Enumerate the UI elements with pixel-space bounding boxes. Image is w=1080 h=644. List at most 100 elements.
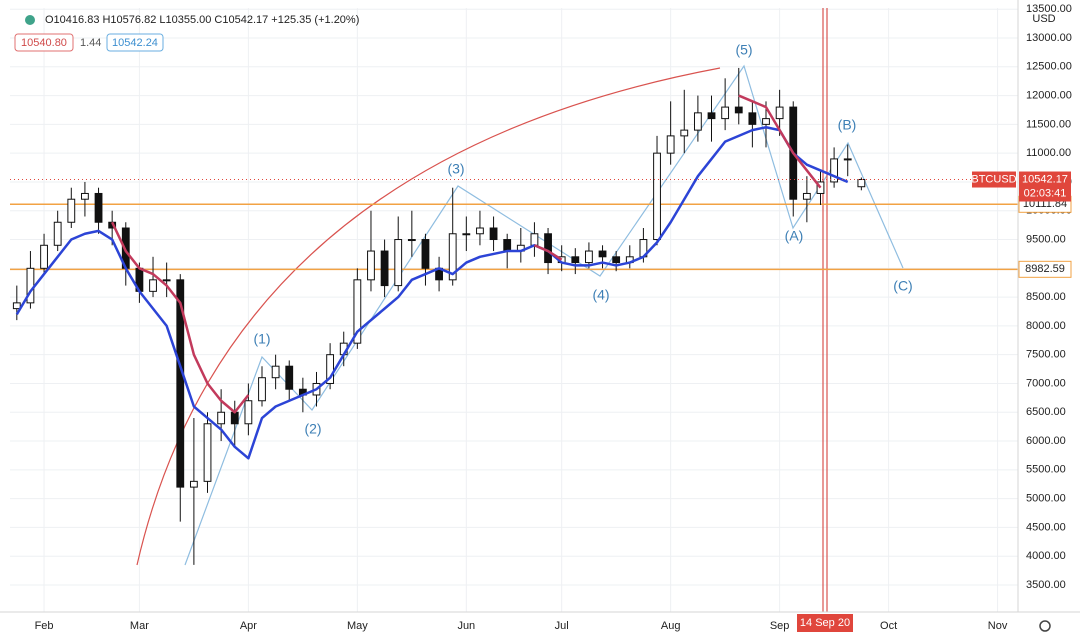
candle-body (421, 239, 430, 269)
candle-body (707, 112, 716, 120)
candle-body (40, 244, 48, 269)
indicator-box (14, 33, 74, 52)
y-tick-label: 13500.00 (1026, 3, 1072, 15)
candle-body (176, 279, 185, 488)
y-tick-label: 7000.00 (1026, 377, 1066, 389)
candle-body (612, 256, 621, 264)
y-tick-label: 7500.00 (1026, 349, 1066, 361)
candle-body (189, 480, 198, 488)
candle-body (448, 233, 457, 281)
y-tick-label: 4000.00 (1026, 550, 1066, 562)
candle-body (230, 411, 239, 425)
settings-icon[interactable] (1039, 620, 1051, 632)
candle-body (544, 233, 552, 264)
candle-body (680, 129, 689, 137)
level-tag-label: 8982.59 (1025, 263, 1065, 275)
candle-body (857, 179, 866, 188)
y-tick-label: 5000.00 (1026, 493, 1066, 505)
candle-body (271, 365, 280, 379)
wave-label: (1) (253, 331, 270, 347)
wave-label: (3) (447, 161, 464, 177)
x-axis: Feb Mar Apr May Jun Jul Aug Sep Oct Nov (35, 620, 1008, 632)
wave-label: (C) (893, 278, 912, 294)
wave-label: (5) (735, 42, 752, 58)
wave-label: (2) (304, 421, 321, 437)
y-tick-label: 6500.00 (1026, 406, 1066, 418)
y-tick-label: 12500.00 (1026, 61, 1072, 73)
candle-body (326, 354, 335, 384)
candle-body (94, 192, 103, 223)
x-tick-label: Jun (457, 620, 475, 632)
candle-body (653, 152, 661, 241)
candle-body (162, 279, 171, 282)
wave-label: (B) (838, 117, 857, 133)
y-tick-label: 6000.00 (1026, 435, 1066, 447)
symbol-tag-label: BTCUSD (971, 173, 1016, 185)
countdown-label: 02:03:41 (1024, 187, 1067, 199)
candle-body (203, 423, 212, 482)
indicator-value: 10542.24 (112, 37, 158, 49)
candle-body (762, 118, 770, 125)
symbol-tag (972, 171, 1016, 188)
x-tick-label: May (347, 620, 368, 632)
candle-body (666, 135, 675, 154)
x-tick-label: Feb (35, 620, 54, 632)
candle-body (81, 192, 89, 200)
candle-body (462, 233, 471, 236)
ohlc-header: O10416.83 H10576.82 L10355.00 C10542.17 … (45, 14, 359, 26)
plot (10, 67, 1018, 565)
candle-body (721, 106, 730, 120)
indicator-value: 10540.80 (21, 37, 67, 49)
currency-label: USD (1032, 13, 1055, 25)
candle-body (367, 250, 375, 281)
indicator-value: 1.44 (80, 37, 101, 49)
candle-body (530, 233, 539, 246)
candle-body (53, 221, 62, 246)
x-tick-label: Oct (880, 620, 897, 632)
candle-body (476, 227, 484, 235)
y-tick-label: 12000.00 (1026, 89, 1072, 101)
candle-body (285, 365, 294, 390)
candle-body (802, 192, 811, 200)
candle-body (775, 106, 784, 120)
candle-body (12, 302, 21, 310)
candle-body (394, 239, 403, 287)
date-tag-label: 14 Sep 20 (800, 617, 850, 629)
candle-body (407, 239, 416, 242)
candle-body (353, 279, 362, 344)
wave-label: (4) (592, 287, 609, 303)
candle-body (585, 250, 593, 264)
x-tick-label: Nov (988, 620, 1008, 632)
y-tick-label: 3500.00 (1026, 579, 1066, 591)
candle-body (380, 250, 389, 287)
indicator-line (15, 125, 849, 460)
y-tick-label: 11000.00 (1026, 147, 1071, 159)
x-tick-label: Mar (130, 620, 149, 632)
candle-body (598, 250, 607, 258)
arc-drawing (136, 67, 721, 566)
y-tick-label: 8500.00 (1026, 291, 1066, 303)
y-tick-label: 8000.00 (1026, 320, 1066, 332)
indicator-box (106, 33, 164, 52)
x-tick-label: Aug (661, 620, 681, 632)
y-axis: 3500.00 4000.00 4500.00 5000.00 5500.00 6000.… (971, 3, 1072, 591)
indicator-line (111, 94, 822, 414)
y-tick-label: 13000.00 (1026, 32, 1072, 44)
y-tick-label: 11500.00 (1026, 118, 1071, 130)
x-tick-label: Apr (240, 620, 257, 632)
candle-body (258, 377, 266, 402)
price-tag (1019, 171, 1071, 202)
candle-body (748, 112, 757, 125)
wave-label: (A) (785, 228, 804, 244)
y-tick-label: 4500.00 (1026, 521, 1066, 533)
candle-body (571, 256, 580, 264)
x-tick-label: Jul (555, 620, 569, 632)
y-tick-label: 5500.00 (1026, 464, 1066, 476)
candle-body (67, 198, 76, 223)
candle-body (244, 400, 253, 425)
level-tag (1018, 260, 1072, 278)
status-dot (25, 15, 35, 25)
candle-body (217, 411, 226, 425)
candle-body (693, 112, 702, 131)
